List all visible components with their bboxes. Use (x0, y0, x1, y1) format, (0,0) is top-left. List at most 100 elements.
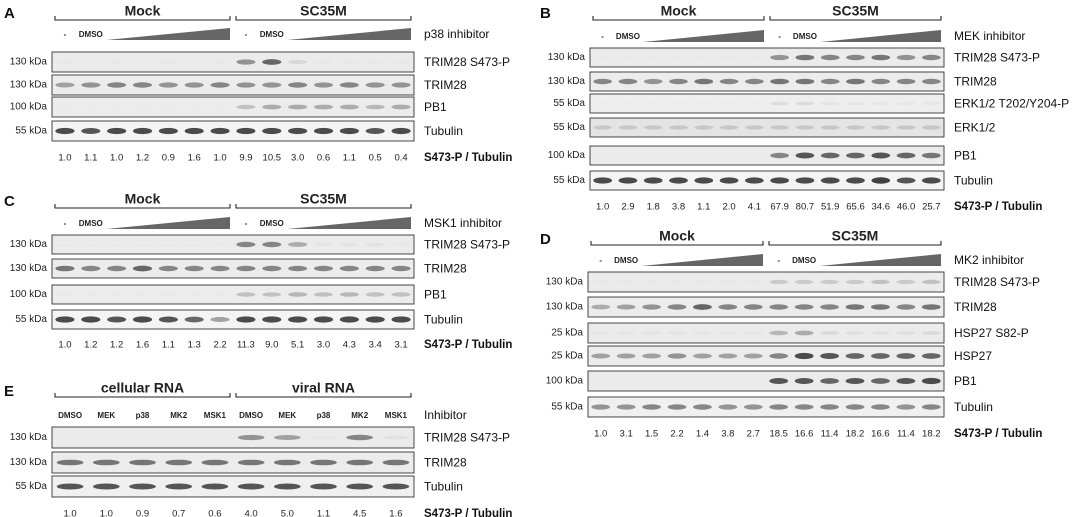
ratio-label: S473-P / Tubulin (954, 428, 1042, 440)
blot-band (616, 404, 636, 410)
blot-band (365, 316, 385, 323)
blot-band (107, 316, 127, 323)
lane-label: - (777, 256, 780, 265)
ratio-value: 1.0 (63, 509, 76, 517)
blot-band (158, 105, 178, 109)
lane-label: DMSO (58, 411, 82, 420)
blot-band (591, 280, 611, 284)
blot-band (346, 483, 374, 490)
ratio-label: S473-P / Tubulin (424, 152, 512, 164)
blot-band (262, 265, 282, 272)
mw-marker: 130 kDa (546, 302, 584, 313)
blot-band (55, 60, 75, 64)
blot-band (896, 304, 916, 310)
blot-band (158, 316, 178, 323)
blot-band (618, 153, 638, 158)
blot-band (669, 153, 688, 158)
blot-band (922, 101, 941, 106)
blot-band (92, 435, 120, 440)
blot-band (391, 127, 411, 135)
blot-band (795, 152, 815, 159)
treatment-label: MEK inhibitor (954, 29, 1025, 43)
blot-band (693, 379, 712, 383)
blot-band (694, 101, 714, 106)
blot-band (55, 265, 75, 272)
panel-letter: B (540, 5, 551, 22)
blot-band (922, 78, 941, 85)
blot-band (313, 60, 334, 64)
blot-band (643, 125, 663, 130)
blot-band (616, 331, 636, 335)
blot-band (391, 82, 411, 88)
panel-d: D Mock SC35M - DMSO - DMSO MK2 inhibitor 130 kDa… (540, 228, 1042, 440)
blot-strip (589, 47, 945, 68)
ratio-value: 0.6 (317, 153, 330, 164)
blot-band (845, 279, 865, 285)
blot-band (81, 292, 101, 297)
blot-band (593, 153, 612, 158)
blot-band (237, 459, 265, 466)
blot-band (339, 60, 359, 64)
ratio-value: 18.2 (846, 429, 865, 440)
blot-band (794, 330, 814, 336)
blot-band (616, 379, 636, 383)
blot-band (288, 82, 308, 88)
blot-band (667, 404, 687, 410)
ratio-value: 4.0 (244, 509, 257, 517)
blot-band (310, 483, 337, 490)
blot-band (871, 404, 890, 410)
blot-band (107, 292, 127, 297)
blot-band (132, 292, 153, 297)
blot-band (365, 292, 385, 297)
blot-band (591, 304, 611, 310)
ratio-value: 2.0 (722, 202, 735, 213)
lane-label: DMSO (614, 256, 638, 265)
blot-band (745, 55, 764, 60)
blot-band (165, 483, 193, 490)
blot-band (262, 82, 282, 88)
blot-band (288, 104, 308, 110)
blot-band (313, 242, 334, 247)
ratio-value: 10.5 (263, 153, 282, 164)
ratio-value: 1.4 (696, 429, 709, 440)
blot-band (693, 353, 712, 359)
blot-band (845, 353, 865, 359)
blot-band (820, 279, 839, 285)
blot-band (694, 55, 714, 60)
blot-band (107, 242, 127, 247)
blot-band (262, 59, 282, 65)
ratio-value: 5.0 (281, 509, 294, 517)
group-title: Mock (125, 3, 161, 19)
blot-band (129, 483, 156, 490)
ratio-value: 1.8 (647, 202, 660, 213)
blot-strip (587, 396, 945, 418)
blot-strip (51, 51, 415, 73)
blot-band (871, 353, 890, 359)
mw-marker: 25 kDa (551, 351, 583, 362)
blot-band (871, 177, 891, 184)
blot-band (210, 265, 230, 272)
blot-band (896, 378, 916, 384)
concentration-ramp (287, 28, 411, 40)
blot-band (820, 152, 840, 159)
blot-band (820, 304, 839, 310)
group-title: Mock (125, 191, 161, 207)
ratio-value: 3.4 (369, 340, 382, 351)
blot-band (921, 331, 941, 335)
blot-band (132, 60, 153, 64)
blot-band (593, 101, 612, 106)
blot-band (921, 353, 941, 359)
ratio-value: 1.6 (188, 153, 201, 164)
blot-band (871, 125, 891, 130)
mw-marker: 130 kDa (10, 457, 48, 468)
concentration-ramp (641, 254, 763, 266)
ratio-value: 2.2 (213, 340, 226, 351)
blot-strip (51, 234, 415, 255)
group-title: Mock (661, 3, 697, 19)
blot-band (845, 304, 865, 310)
blot-label: TRIM28 S473-P (424, 431, 510, 445)
blot-band (896, 177, 916, 184)
blot-band (236, 59, 256, 65)
blot-band (820, 101, 840, 106)
